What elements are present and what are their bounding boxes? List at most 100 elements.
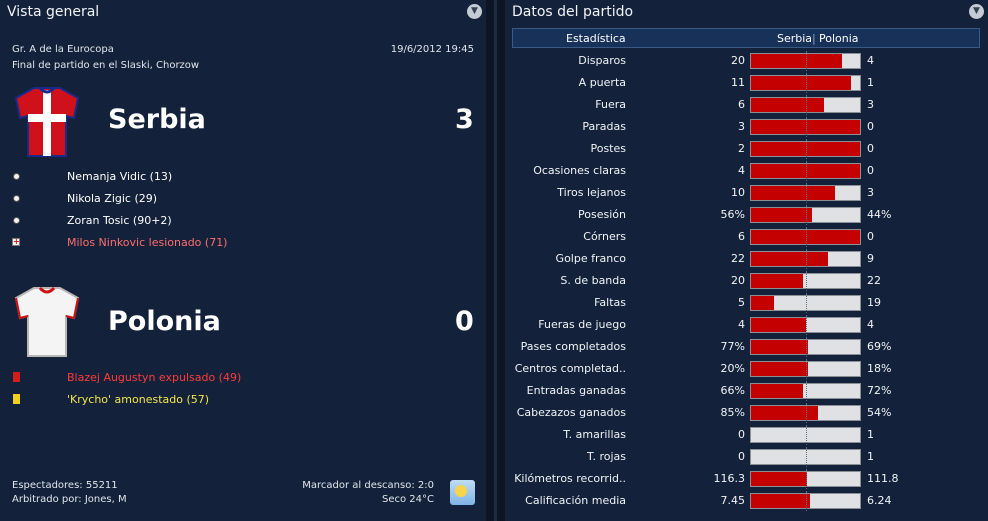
stats-header-stat: Estadística [566, 32, 626, 45]
stat-away-value: 54% [867, 406, 892, 419]
stat-label: Calificación media [525, 494, 626, 507]
stat-bar-midline [806, 51, 807, 71]
stat-comparison-bar [750, 293, 861, 313]
stat-row: Fuera 6 3 [505, 94, 988, 116]
stat-bar-midline [806, 403, 807, 423]
stat-comparison-bar [750, 359, 861, 379]
stat-away-value: 44% [867, 208, 892, 221]
stat-away-value: 18% [867, 362, 892, 375]
stat-home-value: 20 [731, 274, 745, 287]
stat-home-value: 6 [738, 98, 745, 111]
stat-label: Ocasiones claras [533, 164, 626, 177]
stat-label: Posesión [578, 208, 626, 221]
stat-home-value: 56% [720, 208, 745, 221]
stat-home-value: 85% [720, 406, 745, 419]
stat-home-share-fill [751, 494, 811, 508]
stat-home-share-fill [751, 164, 860, 178]
polonia-shirt-icon [14, 286, 80, 357]
stat-row: Entradas ganadas 66% 72% [505, 380, 988, 402]
stat-comparison-bar [750, 117, 861, 137]
panel-splitter[interactable] [486, 0, 505, 521]
stat-home-value: 10 [731, 186, 745, 199]
home-team-score: 3 [455, 104, 474, 135]
stat-bar-midline [806, 293, 807, 313]
stat-home-share-fill [751, 274, 803, 288]
stat-away-value: 4 [867, 54, 874, 67]
stat-comparison-bar [750, 205, 861, 225]
stat-comparison-bar [750, 183, 861, 203]
stat-comparison-bar [750, 249, 861, 269]
stat-home-value: 20 [731, 54, 745, 67]
stat-comparison-bar [750, 337, 861, 357]
stat-home-value: 77% [720, 340, 745, 353]
overview-collapse-chevron-icon[interactable]: ▼ [467, 4, 482, 19]
stat-bar-midline [806, 161, 807, 181]
stat-row: Tiros lejanos 10 3 [505, 182, 988, 204]
referee-label: Arbitrado por: Jones, M [12, 494, 127, 505]
stat-comparison-bar [750, 469, 861, 489]
stat-label: Cabezazos ganados [516, 406, 626, 419]
yellow-card-icon [13, 394, 20, 404]
stat-home-share-fill [751, 54, 842, 68]
stat-row: Posesión 56% 44% [505, 204, 988, 226]
stat-home-value: 4 [738, 318, 745, 331]
stat-home-share-fill [751, 230, 860, 244]
stat-away-value: 19 [867, 296, 881, 309]
stat-comparison-bar [750, 447, 861, 467]
stat-away-value: 0 [867, 142, 874, 155]
stat-comparison-bar [750, 403, 861, 423]
stat-comparison-bar [750, 491, 861, 511]
stat-home-value: 4 [738, 164, 745, 177]
stat-comparison-bar [750, 73, 861, 93]
stat-bar-midline [806, 315, 807, 335]
stat-bar-midline [806, 425, 807, 445]
stat-away-value: 1 [867, 76, 874, 89]
stat-home-value: 11 [731, 76, 745, 89]
stat-home-value: 20% [720, 362, 745, 375]
stat-comparison-bar [750, 161, 861, 181]
stat-row: Paradas 3 0 [505, 116, 988, 138]
stat-label: Entradas ganadas [526, 384, 626, 397]
stat-home-share-fill [751, 362, 809, 376]
stat-home-share-fill [751, 252, 829, 266]
stat-away-value: 69% [867, 340, 892, 353]
stat-home-value: 3 [738, 120, 745, 133]
stat-bar-midline [806, 491, 807, 511]
stat-row: Postes 2 0 [505, 138, 988, 160]
stat-home-share-fill [751, 98, 824, 112]
stat-bar-midline [806, 271, 807, 291]
stats-collapse-chevron-icon[interactable]: ▼ [969, 4, 984, 19]
stat-home-share-fill [751, 472, 807, 486]
sun-icon [450, 480, 475, 505]
stat-row: Córners 6 0 [505, 226, 988, 248]
ball-icon [13, 173, 20, 180]
ball-icon [13, 195, 20, 202]
home-team-name: Serbia [108, 104, 206, 135]
stat-home-value: 7.45 [720, 494, 746, 507]
stat-away-value: 0 [867, 164, 874, 177]
stat-row: Fueras de juego 4 4 [505, 314, 988, 336]
stat-label: Paradas [582, 120, 626, 133]
stat-label: A puerta [578, 76, 626, 89]
stat-label: Centros completad.. [514, 362, 626, 375]
match-stats-panel: Datos del partido ▼ Estadística Serbia |… [505, 0, 988, 521]
stat-bar-midline [806, 139, 807, 159]
stat-label: S. de banda [560, 274, 626, 287]
stat-label: Fueras de juego [538, 318, 626, 331]
stat-away-value: 9 [867, 252, 874, 265]
stat-row: Ocasiones claras 4 0 [505, 160, 988, 182]
overview-panel: Vista general ▼ Gr. A de la Eurocopa 19/… [0, 0, 486, 521]
stat-away-value: 0 [867, 120, 874, 133]
competition-label: Gr. A de la Eurocopa [12, 44, 114, 55]
stat-comparison-bar [750, 315, 861, 335]
stat-label: Faltas [594, 296, 626, 309]
stat-label: T. rojas [587, 450, 626, 463]
stat-home-value: 0 [738, 428, 745, 441]
stat-bar-midline [806, 381, 807, 401]
away-team-name: Polonia [108, 306, 221, 337]
stat-row: T. amarillas 0 1 [505, 424, 988, 446]
stat-row: Centros completad.. 20% 18% [505, 358, 988, 380]
stat-home-value: 0 [738, 450, 745, 463]
stat-home-share-fill [751, 76, 851, 90]
stat-label: Golpe franco [555, 252, 626, 265]
